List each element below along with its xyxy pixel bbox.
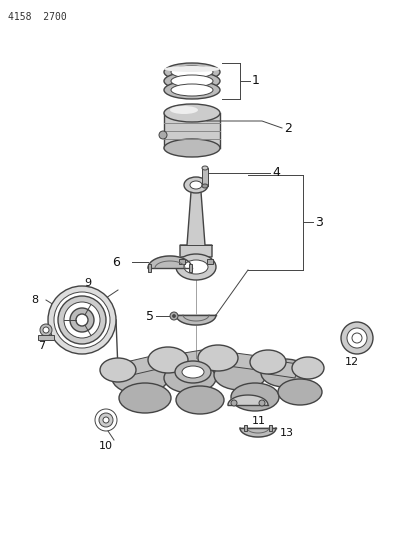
Circle shape	[341, 322, 373, 354]
Ellipse shape	[292, 357, 324, 379]
Text: 9: 9	[84, 278, 91, 288]
Bar	[179, 259, 185, 264]
Circle shape	[70, 308, 94, 332]
Polygon shape	[148, 256, 192, 268]
Text: 10: 10	[99, 441, 113, 451]
Polygon shape	[178, 350, 208, 368]
Text: 12: 12	[345, 357, 359, 367]
Circle shape	[58, 296, 106, 344]
Polygon shape	[240, 428, 276, 437]
Ellipse shape	[171, 66, 213, 78]
Ellipse shape	[250, 350, 286, 374]
Polygon shape	[180, 192, 212, 257]
Circle shape	[159, 131, 167, 139]
Ellipse shape	[214, 360, 266, 390]
Circle shape	[99, 413, 113, 427]
Ellipse shape	[100, 358, 136, 382]
Text: 4158  2700: 4158 2700	[8, 12, 67, 22]
Bar	[207, 259, 213, 264]
Bar	[164, 113, 220, 148]
Ellipse shape	[164, 139, 220, 157]
Ellipse shape	[164, 104, 220, 122]
Ellipse shape	[278, 379, 322, 405]
Ellipse shape	[231, 383, 279, 411]
Polygon shape	[126, 355, 162, 375]
Circle shape	[54, 292, 110, 348]
Text: 4: 4	[272, 166, 280, 180]
Ellipse shape	[112, 362, 168, 394]
Circle shape	[43, 327, 49, 333]
Circle shape	[64, 302, 100, 338]
Ellipse shape	[184, 177, 208, 193]
Circle shape	[231, 400, 237, 406]
Text: 6: 6	[112, 255, 120, 269]
Ellipse shape	[176, 386, 224, 414]
Polygon shape	[228, 352, 258, 370]
Ellipse shape	[164, 81, 220, 99]
Ellipse shape	[164, 66, 220, 72]
Text: 2: 2	[284, 122, 292, 134]
Ellipse shape	[202, 166, 208, 170]
Ellipse shape	[175, 361, 211, 383]
Bar	[269, 425, 272, 431]
Circle shape	[170, 312, 178, 320]
Text: 11: 11	[252, 416, 266, 426]
Ellipse shape	[148, 347, 188, 373]
Ellipse shape	[164, 72, 220, 90]
Text: 1: 1	[252, 75, 260, 87]
Ellipse shape	[170, 106, 198, 114]
Circle shape	[76, 314, 88, 326]
Ellipse shape	[119, 383, 171, 413]
Ellipse shape	[171, 75, 213, 87]
Ellipse shape	[164, 63, 220, 81]
Ellipse shape	[202, 184, 208, 188]
Ellipse shape	[164, 363, 216, 393]
Ellipse shape	[171, 84, 213, 96]
Circle shape	[259, 400, 265, 406]
Bar	[38, 335, 54, 340]
Ellipse shape	[198, 345, 238, 371]
Circle shape	[48, 286, 116, 354]
Circle shape	[40, 324, 52, 336]
Circle shape	[347, 328, 367, 348]
Text: 7: 7	[38, 341, 46, 351]
Text: 3: 3	[315, 215, 323, 229]
Ellipse shape	[261, 359, 309, 387]
Bar	[244, 425, 247, 431]
Circle shape	[173, 314, 175, 318]
Polygon shape	[176, 315, 216, 325]
Bar	[202, 168, 208, 186]
Ellipse shape	[190, 181, 202, 189]
Circle shape	[103, 417, 109, 423]
Ellipse shape	[182, 366, 204, 378]
Polygon shape	[268, 360, 298, 378]
Ellipse shape	[176, 254, 216, 280]
Ellipse shape	[184, 260, 208, 274]
Bar	[148, 264, 151, 272]
Text: 13: 13	[280, 428, 294, 438]
Text: 5: 5	[146, 310, 154, 322]
Text: 8: 8	[31, 295, 39, 305]
Polygon shape	[228, 395, 268, 405]
Bar	[189, 264, 192, 272]
